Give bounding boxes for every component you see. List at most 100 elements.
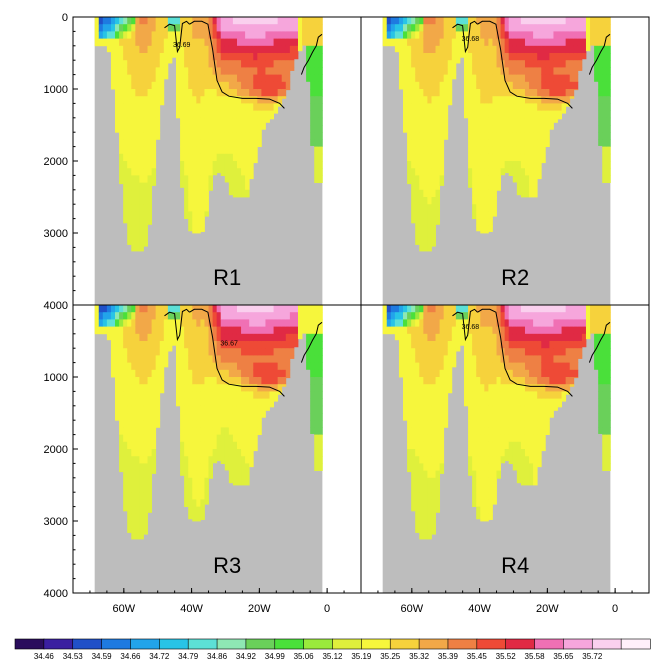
- salinity-cell: [192, 132, 197, 140]
- salinity-cell: [245, 168, 250, 176]
- salinity-cell: [549, 405, 554, 414]
- salinity-cell: [480, 391, 485, 399]
- salinity-cell: [159, 67, 165, 75]
- salinity-cell: [524, 427, 530, 435]
- salinity-cell: [496, 182, 501, 191]
- salinity-cell: [310, 377, 315, 385]
- salinity-cell: [273, 348, 279, 356]
- salinity-cell: [407, 312, 412, 320]
- salinity-cell: [431, 74, 436, 83]
- salinity-cell: [468, 319, 473, 327]
- salinity-cell: [443, 369, 449, 378]
- salinity-cell: [419, 513, 424, 522]
- salinity-cell: [143, 485, 148, 493]
- salinity-cell: [127, 456, 132, 464]
- salinity-cell: [533, 348, 538, 356]
- salinity-cell: [488, 67, 493, 75]
- salinity-cell: [318, 463, 323, 471]
- salinity-cell: [435, 477, 441, 486]
- salinity-cell: [257, 74, 262, 83]
- salinity-cell: [192, 67, 197, 75]
- salinity-cell: [204, 312, 209, 320]
- salinity-cell: [216, 449, 222, 457]
- salinity-cell: [411, 341, 416, 349]
- salinity-cell: [216, 434, 222, 443]
- salinity-cell: [581, 312, 587, 320]
- salinity-cell: [468, 89, 473, 97]
- salinity-cell: [577, 326, 583, 335]
- salinity-cell: [427, 247, 432, 252]
- salinity-cell: [314, 326, 319, 335]
- salinity-cell: [232, 161, 238, 169]
- salinity-cell: [606, 81, 611, 90]
- salinity-cell: [529, 348, 534, 356]
- salinity-cell: [468, 326, 473, 335]
- salinity-cell: [232, 441, 238, 450]
- salinity-cell: [476, 67, 481, 75]
- salinity-cell: [561, 384, 567, 392]
- salinity-cell: [236, 305, 242, 313]
- salinity-cell: [468, 470, 473, 476]
- salinity-cell: [537, 24, 542, 32]
- salinity-cell: [232, 477, 238, 486]
- salinity-cell: [228, 146, 234, 155]
- salinity-cell: [236, 420, 242, 428]
- salinity-cell: [488, 161, 493, 169]
- salinity-cell: [277, 312, 283, 320]
- salinity-cell: [569, 312, 575, 320]
- salinity-cell: [590, 17, 595, 25]
- salinity-cell: [492, 168, 497, 176]
- salinity-cell: [318, 146, 323, 155]
- salinity-cell: [431, 355, 436, 363]
- salinity-cell: [155, 74, 161, 83]
- salinity-cell: [281, 341, 287, 349]
- salinity-cell: [261, 391, 266, 399]
- salinity-cell: [476, 477, 481, 486]
- salinity-cell: [188, 413, 193, 421]
- salinity-cell: [382, 17, 388, 25]
- salinity-cell: [407, 17, 412, 25]
- salinity-cell: [561, 319, 567, 327]
- salinity-cell: [245, 449, 250, 457]
- salinity-cell: [293, 305, 299, 313]
- salinity-cell: [196, 456, 201, 464]
- salinity-cell: [228, 470, 234, 479]
- salinity-cell: [224, 341, 230, 349]
- salinity-cell: [253, 355, 258, 363]
- salinity-cell: [512, 24, 518, 32]
- salinity-cell: [606, 441, 611, 450]
- salinity-cell: [431, 132, 436, 140]
- salinity-cell: [598, 17, 603, 25]
- salinity-cell: [573, 348, 579, 356]
- salinity-cell: [119, 96, 124, 104]
- salinity-cell: [135, 146, 140, 155]
- salinity-cell: [529, 470, 534, 479]
- salinity-cell: [297, 333, 303, 340]
- salinity-cell: [476, 146, 481, 155]
- salinity-cell: [533, 305, 538, 313]
- salinity-cell: [464, 348, 469, 356]
- salinity-cell: [143, 125, 148, 133]
- salinity-cell: [127, 110, 132, 119]
- salinity-cell: [196, 355, 201, 363]
- salinity-cell: [257, 60, 262, 68]
- salinity-cell: [119, 369, 124, 378]
- salinity-cell: [569, 74, 575, 83]
- salinity-cell: [427, 333, 432, 342]
- salinity-cell: [435, 103, 441, 111]
- salinity-cell: [200, 377, 205, 385]
- salinity-cell: [102, 312, 108, 320]
- salinity-cell: [533, 168, 538, 176]
- salinity-cell: [443, 110, 449, 119]
- salinity-cell: [139, 485, 144, 493]
- salinity-cell: [236, 319, 242, 327]
- salinity-cell: [411, 463, 416, 471]
- salinity-cell: [443, 132, 449, 140]
- salinity-cell: [232, 413, 238, 421]
- salinity-cell: [533, 153, 538, 162]
- salinity-cell: [549, 60, 554, 68]
- salinity-cell: [484, 369, 489, 378]
- salinity-cell: [524, 413, 530, 421]
- salinity-cell: [455, 326, 461, 335]
- salinity-cell: [261, 333, 266, 342]
